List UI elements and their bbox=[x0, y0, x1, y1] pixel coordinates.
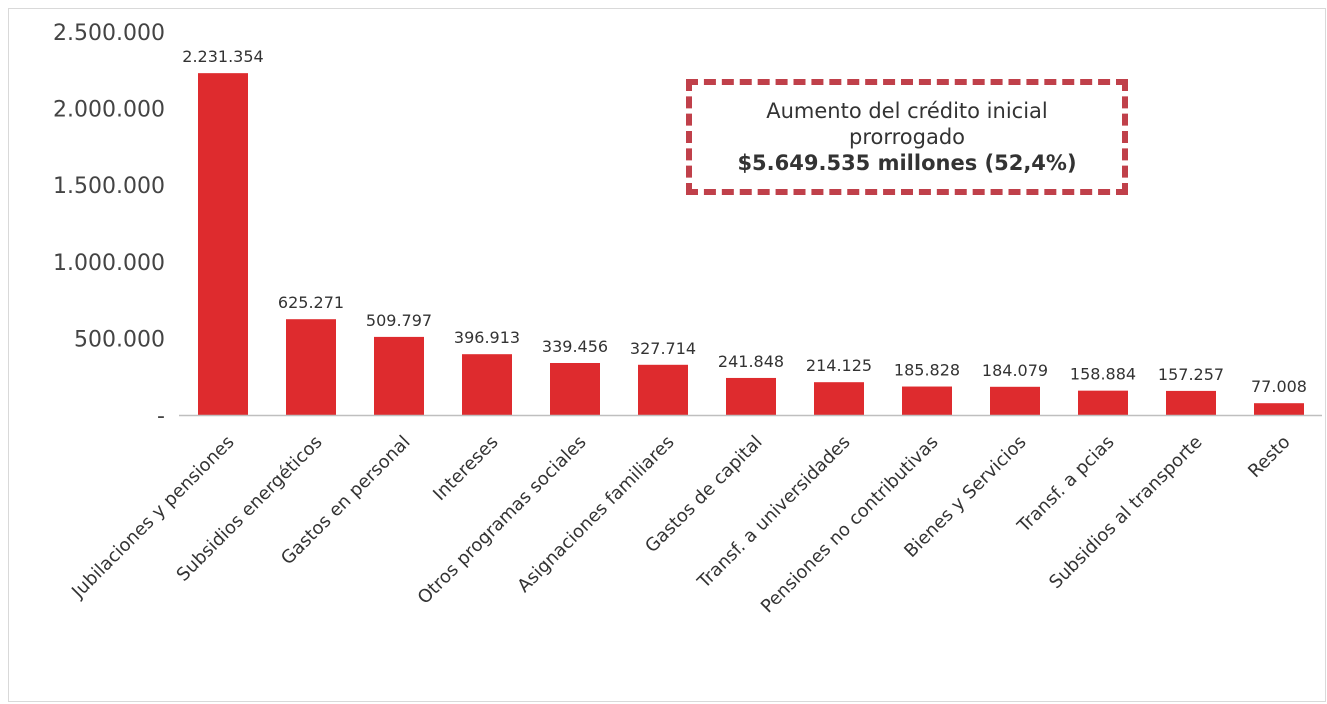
data-label: 157.257 bbox=[1158, 365, 1224, 384]
x-tick-label: Subsidios al transporte bbox=[1045, 432, 1206, 593]
data-label: 241.848 bbox=[718, 352, 784, 371]
data-label: 625.271 bbox=[278, 293, 344, 312]
x-tick-label: Intereses bbox=[429, 432, 502, 505]
data-label: 327.714 bbox=[630, 339, 696, 358]
y-tick-label: 2.000.000 bbox=[53, 98, 165, 123]
bar bbox=[726, 377, 776, 415]
callout-line-2: prorrogado bbox=[848, 125, 965, 149]
bar bbox=[638, 364, 688, 415]
bar bbox=[1254, 403, 1304, 415]
data-label: 509.797 bbox=[366, 311, 432, 330]
data-label: 184.079 bbox=[982, 361, 1048, 380]
data-label: 214.125 bbox=[806, 356, 872, 375]
bar bbox=[814, 382, 864, 415]
bar bbox=[1166, 390, 1216, 415]
x-tick-label: Transf. a universidades bbox=[693, 432, 855, 594]
bar bbox=[1078, 390, 1128, 415]
bar bbox=[550, 362, 600, 415]
x-tick-label: Pensiones no contributivas bbox=[757, 432, 943, 618]
data-label: 396.913 bbox=[454, 328, 520, 347]
y-tick-label: - bbox=[157, 404, 165, 429]
x-tick-label: Asignaciones familiares bbox=[513, 432, 678, 597]
y-tick-label: 500.000 bbox=[74, 327, 165, 352]
x-tick-label: Subsidios energéticos bbox=[173, 432, 327, 586]
callout-line-3: $5.649.535 millones (52,4%) bbox=[737, 151, 1077, 175]
x-tick-label: Resto bbox=[1244, 432, 1294, 482]
bar bbox=[374, 336, 424, 415]
data-label: 339.456 bbox=[542, 337, 608, 356]
y-tick-label: 2.500.000 bbox=[53, 21, 165, 46]
callout-line-1: Aumento del crédito inicial bbox=[766, 99, 1048, 123]
data-label: 77.008 bbox=[1251, 377, 1307, 396]
bar bbox=[902, 386, 952, 415]
bar bbox=[286, 319, 336, 415]
data-label: 2.231.354 bbox=[182, 47, 263, 66]
bar bbox=[462, 354, 512, 415]
x-tick-label: Jubilaciones y pensiones bbox=[67, 432, 238, 603]
x-tick-label: Otros programas sociales bbox=[414, 432, 591, 609]
y-tick-label: 1.500.000 bbox=[53, 174, 165, 199]
callout-box: Aumento del crédito inicial prorrogado $… bbox=[686, 79, 1128, 195]
data-label: 185.828 bbox=[894, 361, 960, 380]
bar bbox=[198, 73, 248, 416]
data-label: 158.884 bbox=[1070, 365, 1136, 384]
y-tick-label: 1.000.000 bbox=[53, 251, 165, 276]
bar bbox=[990, 386, 1040, 415]
